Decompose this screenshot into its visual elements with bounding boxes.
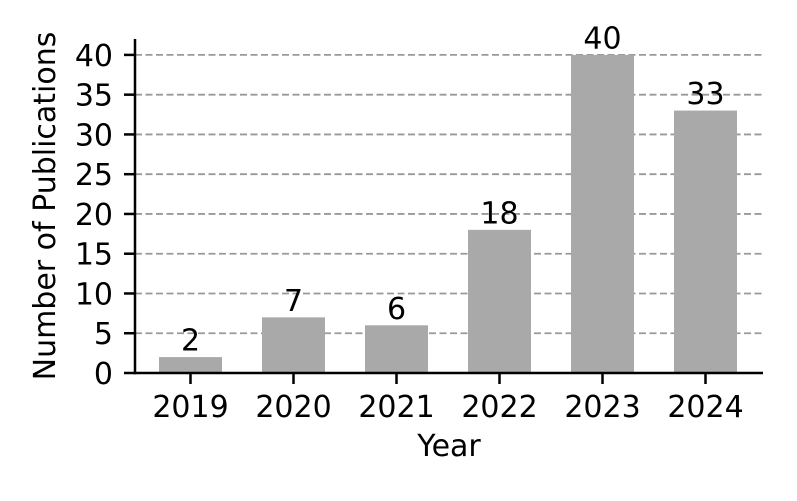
axes xyxy=(124,39,763,384)
y-tick-label-30: 30 xyxy=(75,118,113,153)
bar-2020 xyxy=(262,317,325,373)
bar-value-labels: 2 7 6 18 40 33 xyxy=(181,21,725,358)
y-tick-label-25: 25 xyxy=(75,158,113,193)
bar-2022 xyxy=(468,229,531,373)
x-tick-label-2024: 2024 xyxy=(667,390,743,425)
bar-2024 xyxy=(674,110,737,374)
x-tick-label-2023: 2023 xyxy=(564,390,640,425)
bar-value-label-2021: 6 xyxy=(387,292,406,327)
bar-value-label-2024: 33 xyxy=(686,77,724,112)
y-tick-label-15: 15 xyxy=(75,238,113,273)
bar-2019 xyxy=(159,357,222,373)
y-tick-label-10: 10 xyxy=(75,277,113,312)
bar-value-label-2019: 2 xyxy=(181,324,200,359)
x-tick-label-2021: 2021 xyxy=(358,390,434,425)
bar-value-label-2023: 40 xyxy=(583,21,621,56)
y-tick-label-0: 0 xyxy=(94,357,113,392)
x-axis-title: Year xyxy=(416,429,481,464)
bar-2023 xyxy=(571,54,634,374)
x-tick-labels: 2019 2020 2021 2022 2023 2024 xyxy=(152,390,743,425)
bar-value-label-2022: 18 xyxy=(480,196,518,231)
gridlines xyxy=(135,54,763,335)
y-tick-labels: 0 5 10 15 20 25 30 35 40 xyxy=(75,39,113,392)
y-axis-title: Number of Publications xyxy=(28,32,63,381)
y-tick-label-5: 5 xyxy=(94,317,113,352)
x-tick-label-2022: 2022 xyxy=(461,390,537,425)
x-tick-label-2019: 2019 xyxy=(152,390,228,425)
bar-value-label-2020: 7 xyxy=(284,284,303,319)
y-tick-label-40: 40 xyxy=(75,39,113,74)
y-tick-label-35: 35 xyxy=(75,79,113,114)
bar-2021 xyxy=(365,325,428,373)
y-tick-label-20: 20 xyxy=(75,198,113,233)
x-tick-label-2020: 2020 xyxy=(255,390,331,425)
bars xyxy=(159,54,737,374)
